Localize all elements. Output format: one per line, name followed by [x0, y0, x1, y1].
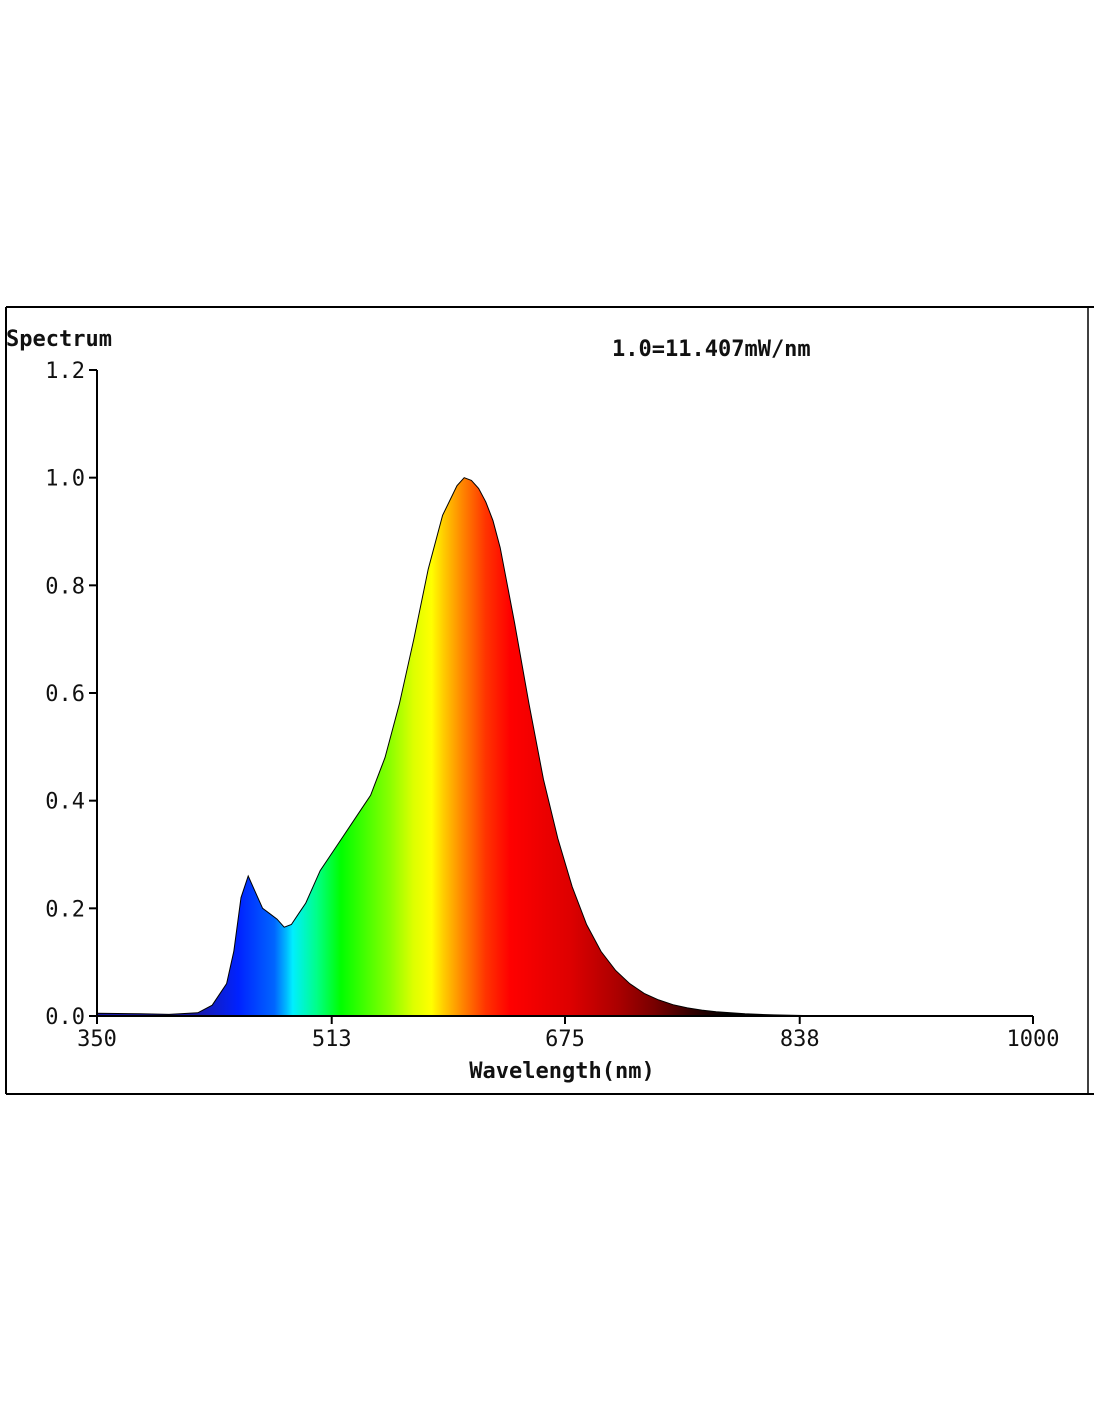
chart-title: Spectrum: [6, 327, 112, 352]
x-axis-label: Wavelength(nm): [469, 1059, 654, 1084]
y-axis-ticks: 0.0 0.2 0.4 0.6 0.8 1.0 1.2: [45, 359, 97, 1030]
y-tick-label: 0.0: [45, 1005, 85, 1030]
y-tick-label: 1.0: [45, 467, 85, 492]
scale-annotation: 1.0=11.407mW/nm: [612, 337, 811, 362]
y-tick-label: 0.2: [45, 897, 85, 922]
y-tick-label: 0.8: [45, 574, 85, 599]
x-tick-label: 838: [780, 1027, 820, 1052]
y-tick-label: 0.6: [45, 682, 85, 707]
spectrum-area: [96, 477, 1034, 1017]
y-tick-label: 1.2: [45, 359, 85, 384]
x-tick-label: 675: [545, 1027, 585, 1052]
x-axis-ticks: 350 513 675 838 1000: [77, 1016, 1059, 1052]
y-tick-label: 0.4: [45, 790, 85, 815]
x-tick-label: 350: [77, 1027, 117, 1052]
x-tick-label: 513: [312, 1027, 352, 1052]
x-tick-label: 1000: [1007, 1027, 1060, 1052]
